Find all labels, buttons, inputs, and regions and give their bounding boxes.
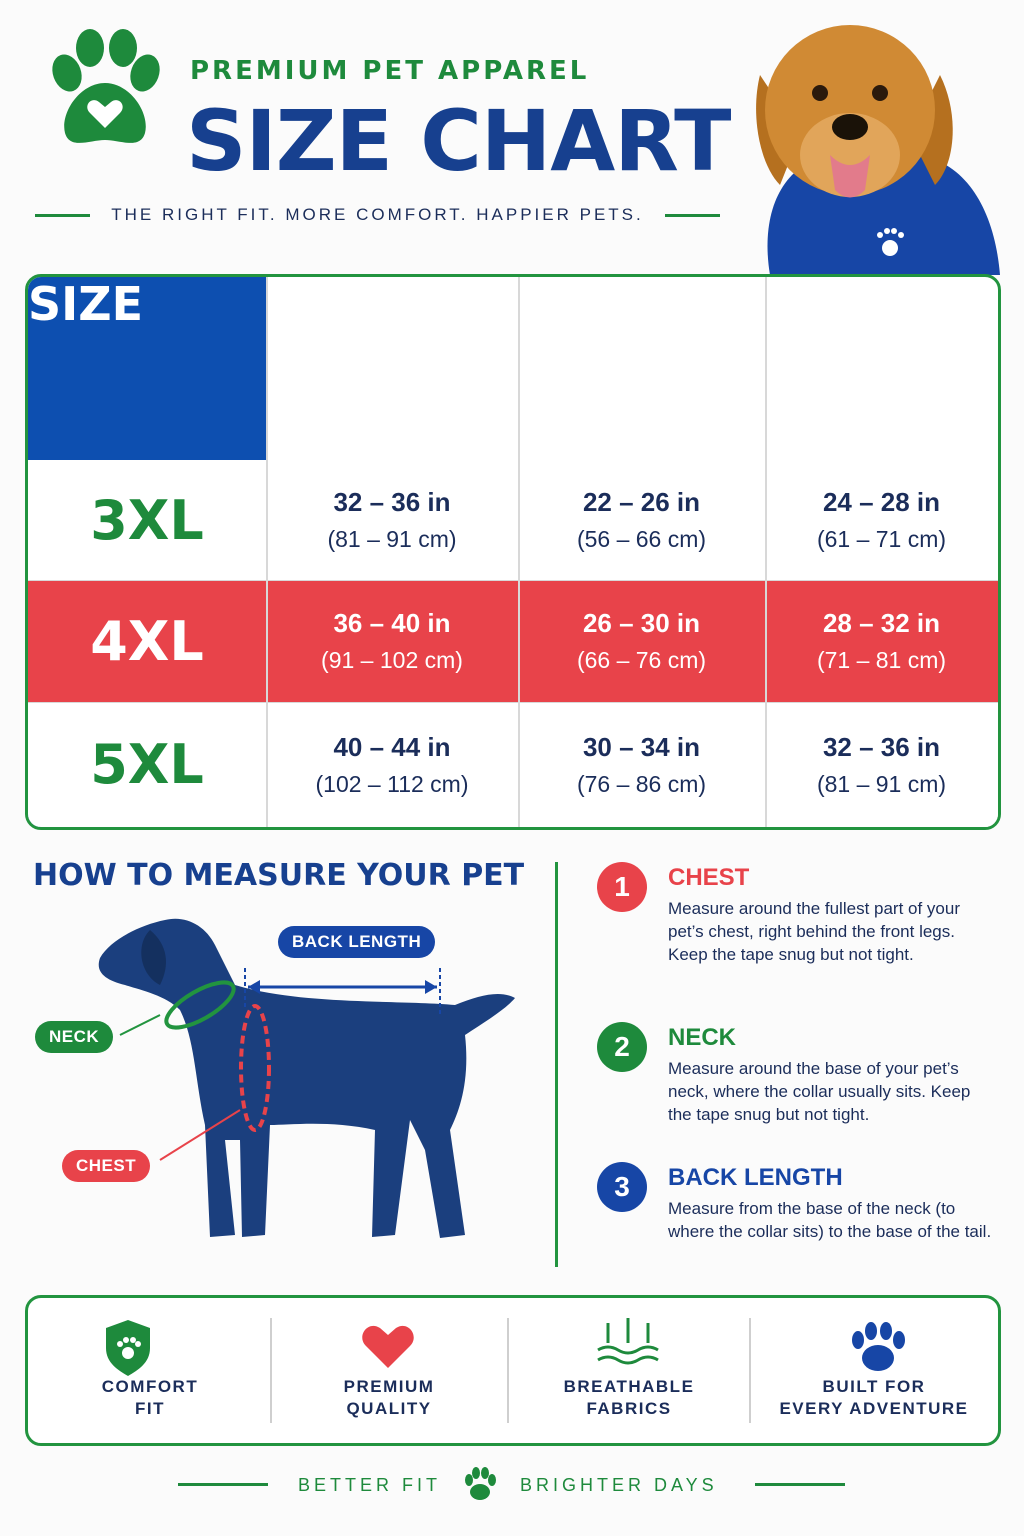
size-label: 4XL bbox=[90, 609, 204, 673]
feature-line: COMFORT bbox=[101, 1377, 199, 1396]
value-cm: (66 – 76 cm) bbox=[576, 647, 707, 673]
value-cell: 32 – 36 in (81 – 91 cm) bbox=[765, 702, 998, 827]
feature-icons bbox=[106, 1318, 905, 1423]
rule bbox=[35, 214, 90, 217]
value-in: 30 – 34 in bbox=[582, 731, 701, 762]
size-cell: 3XL bbox=[28, 460, 266, 580]
col-line bbox=[266, 277, 268, 827]
feature-line: BREATHABLE bbox=[563, 1377, 695, 1396]
section-title: HOW TO MEASURE YOUR PET bbox=[33, 858, 525, 893]
size-table: SIZECHEST(inches / cm)NECK(inches / cm)B… bbox=[25, 274, 1001, 830]
value-in: 22 – 26 in bbox=[582, 487, 701, 517]
step-title: BACK LENGTH bbox=[668, 1164, 843, 1191]
value-in: 32 – 36 in bbox=[822, 731, 941, 762]
size-label: 5XL bbox=[90, 733, 204, 796]
value-cm: (81 – 91 cm) bbox=[816, 770, 947, 797]
divider bbox=[555, 862, 558, 1267]
value-cm: (71 – 81 cm) bbox=[816, 647, 947, 673]
tagline: THE RIGHT FIT. MORE COMFORT. HAPPIER PET… bbox=[111, 205, 644, 224]
value-cm: (56 – 66 cm) bbox=[576, 526, 707, 552]
feature-line: QUALITY bbox=[346, 1399, 432, 1418]
footer-right: BRIGHTER DAYS bbox=[520, 1475, 718, 1495]
value-cm: (61 – 71 cm) bbox=[816, 526, 947, 552]
step-title: CHEST bbox=[668, 864, 750, 891]
step-text: Measure around the fullest part of your … bbox=[668, 899, 960, 964]
feature: PREMIUM QUALITY bbox=[274, 1376, 504, 1420]
value-in: 32 – 36 in bbox=[333, 487, 451, 517]
header-title: SIZE bbox=[28, 277, 144, 331]
kicker: PREMIUM PET APPAREL bbox=[190, 56, 590, 86]
footer-paw bbox=[465, 1467, 496, 1500]
value-in: 24 – 28 in bbox=[822, 487, 941, 517]
value-cell: 26 – 30 in (66 – 76 cm) bbox=[518, 580, 765, 702]
value-cell: 30 – 34 in (76 – 86 cm) bbox=[518, 702, 765, 827]
value-cm: (76 – 86 cm) bbox=[576, 770, 707, 797]
row-bg bbox=[28, 580, 998, 702]
dog-photo bbox=[756, 25, 1000, 275]
value-cell: 24 – 28 in (61 – 71 cm) bbox=[765, 460, 998, 580]
value-cell: 28 – 32 in (71 – 81 cm) bbox=[765, 580, 998, 702]
value-in: 28 – 32 in bbox=[822, 608, 941, 638]
header-cell: SIZE bbox=[28, 277, 266, 460]
feature: BREATHABLE FABRICS bbox=[514, 1376, 744, 1420]
value-cell: 40 – 44 in (102 – 112 cm) bbox=[266, 702, 518, 827]
step-text: Measure from the base of the neck (to wh… bbox=[668, 1199, 992, 1241]
value-cell: 36 – 40 in (91 – 102 cm) bbox=[266, 580, 518, 702]
size-cell: 5XL bbox=[28, 702, 266, 827]
feature-line: PREMIUM bbox=[343, 1377, 435, 1396]
feature: COMFORT FIT bbox=[35, 1376, 265, 1420]
value-cm: (102 – 112 cm) bbox=[315, 770, 469, 797]
row-bg bbox=[28, 702, 998, 827]
label-chest: CHEST bbox=[62, 1150, 151, 1182]
label-neck: NECK bbox=[35, 1021, 114, 1053]
row-line bbox=[28, 580, 998, 581]
rule bbox=[665, 214, 720, 217]
label-back: BACK LENGTH bbox=[278, 926, 436, 958]
feature-line: FIT bbox=[135, 1399, 165, 1418]
dog-diagram bbox=[98, 918, 515, 1238]
size-label: 3XL bbox=[90, 488, 204, 552]
logo bbox=[52, 29, 160, 143]
value-cm: (91 – 102 cm) bbox=[321, 647, 463, 673]
features: COMFORT FIT PREMIUM QUALITY BREATHABLE FABRIC… bbox=[25, 1295, 1001, 1446]
step-number: 1 bbox=[597, 862, 647, 912]
value-in: 26 – 30 in bbox=[582, 608, 701, 638]
step-title: NECK bbox=[668, 1024, 737, 1051]
feature: BUILT FOR EVERY ADVENTURE bbox=[759, 1376, 989, 1420]
value-cell: 22 – 26 in (56 – 66 cm) bbox=[518, 460, 765, 580]
feature-line: FABRICS bbox=[586, 1399, 672, 1418]
value-cm: (81 – 91 cm) bbox=[327, 526, 457, 552]
value-in: 40 – 44 in bbox=[333, 731, 451, 762]
row-bg bbox=[28, 460, 998, 580]
col-line bbox=[518, 277, 520, 827]
rule bbox=[755, 1483, 845, 1486]
value-cell: 32 – 36 in (81 – 91 cm) bbox=[266, 460, 518, 580]
step-number: 3 bbox=[597, 1162, 647, 1212]
feature-line: EVERY ADVENTURE bbox=[779, 1399, 969, 1418]
row-line bbox=[28, 702, 998, 703]
size-cell: 4XL bbox=[28, 580, 266, 702]
rule bbox=[178, 1483, 268, 1486]
step-text: Measure around the base of your pet’s ne… bbox=[668, 1059, 971, 1124]
title: SIZE CHART bbox=[186, 92, 731, 190]
footer-left: BETTER FIT bbox=[298, 1475, 441, 1495]
col-line bbox=[765, 277, 767, 827]
step-number: 2 bbox=[597, 1022, 647, 1072]
value-in: 36 – 40 in bbox=[333, 608, 451, 638]
feature-line: BUILT FOR bbox=[822, 1377, 926, 1396]
